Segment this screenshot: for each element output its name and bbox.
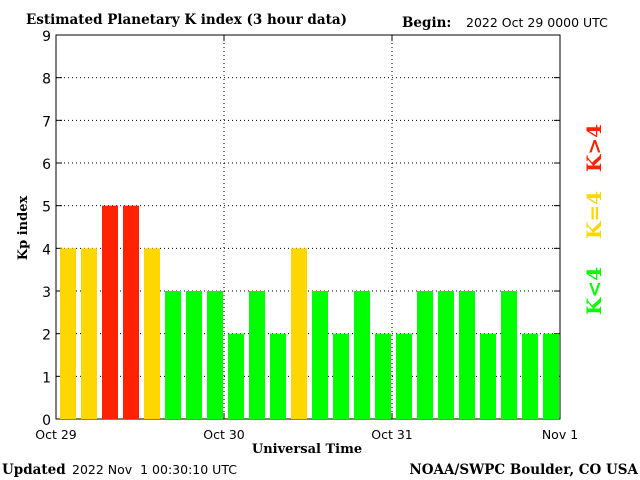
x-tick-label: Nov 1: [542, 427, 578, 442]
kp-bar: [249, 291, 265, 419]
kp-bar: [417, 291, 433, 419]
kp-bar: [312, 291, 328, 419]
kp-bar: [81, 248, 97, 419]
kp-bar: [291, 248, 307, 419]
kp-bar: [354, 291, 370, 419]
kp-bar: [480, 333, 496, 419]
updated-label: Updated: [2, 462, 66, 478]
x-tick-label: Oct 31: [371, 427, 413, 442]
y-tick-label: 5: [42, 200, 51, 216]
kp-bar: [396, 333, 412, 419]
kp-bar: [459, 291, 475, 419]
y-tick-label: 3: [42, 285, 51, 301]
kp-bar: [123, 205, 139, 419]
kp-bar: [270, 333, 286, 419]
y-tick-label: 0: [42, 413, 51, 429]
y-tick-label: 8: [42, 72, 51, 88]
y-tick-label: 1: [42, 370, 51, 386]
y-tick-label: 2: [42, 328, 51, 344]
kp-bar: [438, 291, 454, 419]
kp-bar: [60, 248, 76, 419]
y-tick-label: 4: [42, 242, 51, 258]
kp-bar: [333, 333, 349, 419]
bar-series: [60, 205, 559, 419]
kp-bar: [165, 291, 181, 419]
x-axis-label: Universal Time: [252, 442, 362, 457]
legend: K<4 K=4 K>4: [582, 124, 606, 315]
y-tick-label: 6: [42, 157, 51, 173]
legend-k-above-4: K>4: [582, 124, 606, 172]
begin-label: Begin:: [402, 15, 451, 31]
kp-bar: [543, 333, 559, 419]
updated-value: 2022 Nov 1 00:30:10 UTC: [72, 462, 237, 477]
chart-title: Estimated Planetary K index (3 hour data…: [26, 12, 347, 28]
y-axis-label: Kp index: [16, 196, 31, 261]
x-tick-label: Oct 30: [203, 427, 245, 442]
kp-bar: [207, 291, 223, 419]
y-tick-label: 9: [42, 29, 51, 45]
kp-bar: [144, 248, 160, 419]
kp-bar: [228, 333, 244, 419]
plot-area: 0 1 2 3 4 5 6 7 8 9 Oct 29 Oct 30 Oct 31 Nov 1: [35, 29, 578, 442]
kp-bar: [522, 333, 538, 419]
legend-k-equal-4: K=4: [582, 191, 606, 239]
kp-bar: [102, 205, 118, 419]
legend-k-below-4: K<4: [582, 267, 606, 315]
kp-bar: [501, 291, 517, 419]
begin-value: 2022 Oct 29 0000 UTC: [466, 15, 608, 30]
x-tick-label: Oct 29: [35, 427, 77, 442]
credit: NOAA/SWPC Boulder, CO USA: [409, 462, 638, 478]
kp-bar: [375, 333, 391, 419]
plot-frame: [55, 34, 561, 420]
kp-bar: [186, 291, 202, 419]
y-tick-label: 7: [42, 114, 51, 130]
